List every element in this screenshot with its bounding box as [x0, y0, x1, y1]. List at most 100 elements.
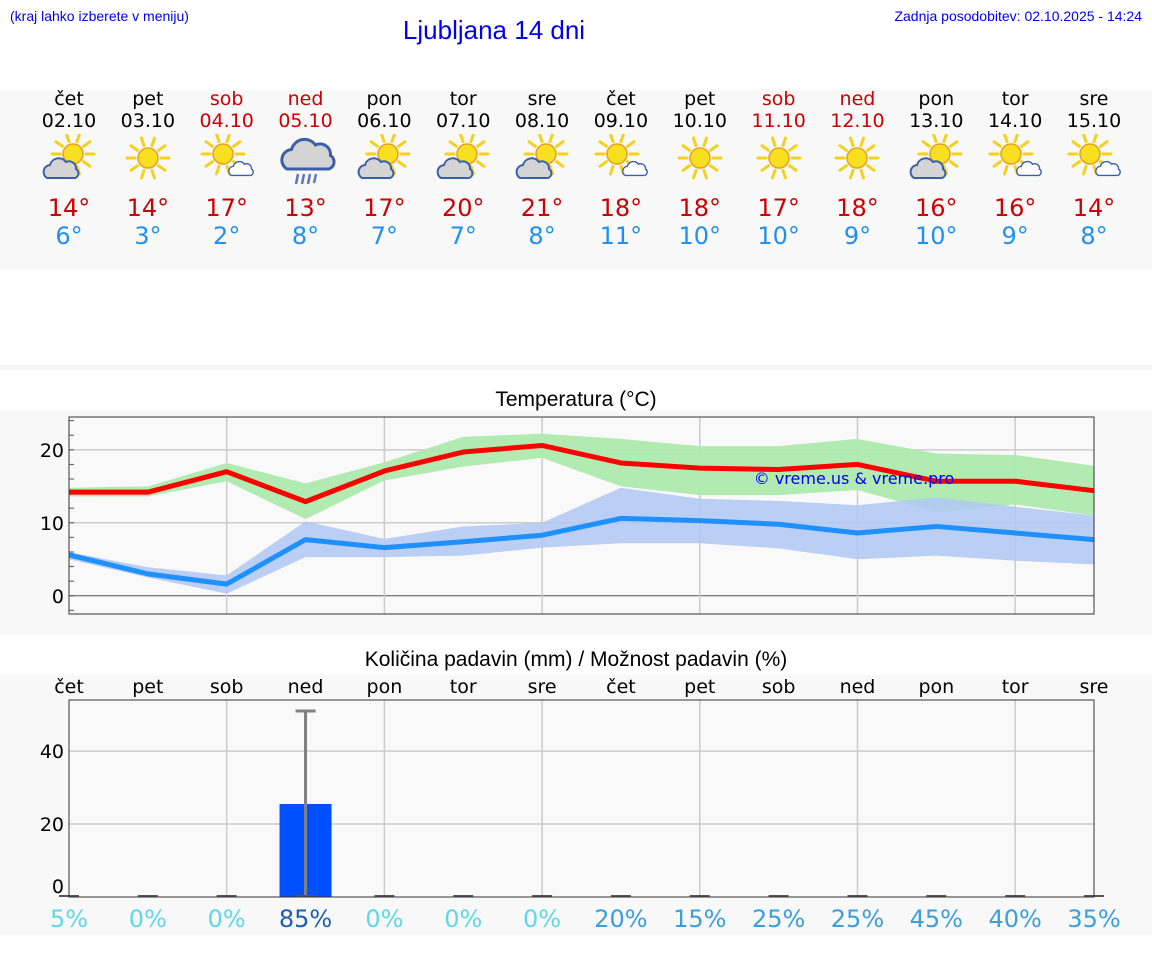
day-date: 09.10	[593, 110, 649, 132]
min-temp: 8°	[528, 222, 556, 250]
min-temp-line	[68, 515, 1095, 587]
min-temp: 6°	[55, 222, 83, 250]
watermark: © vreme.us & vreme.pro	[754, 469, 955, 488]
last-updated: Zadnja posodobitev: 02.10.2025 - 14:24	[894, 8, 1142, 24]
day-name: čet	[54, 88, 84, 110]
max-temp: 16°	[915, 194, 958, 222]
day-date: 06.10	[357, 110, 412, 132]
day-name: tor	[449, 88, 477, 110]
max-temp: 18°	[599, 194, 643, 222]
min-temp: 9°	[843, 222, 872, 250]
max-temp: 18°	[678, 194, 722, 222]
day-date: 13.10	[909, 110, 964, 132]
sun-icon	[125, 136, 171, 180]
min-temp: 10°	[915, 222, 958, 250]
max-temp: 13°	[284, 194, 327, 222]
day-column: sob 11.10 17° 10°	[740, 88, 818, 250]
sun-icon	[834, 136, 880, 180]
day-name: čet	[606, 88, 636, 110]
min-temp: 7°	[370, 222, 399, 250]
max-temp: 14°	[126, 194, 170, 222]
page-title: Ljubljana 14 dni	[402, 15, 586, 45]
temperature-chart-title: Temperatura (°C)	[495, 388, 657, 411]
day-column: pon 13.10 16° 10°	[897, 88, 975, 250]
day-column: pet 03.10 14° 3°	[109, 88, 187, 250]
max-temp: 17°	[363, 194, 406, 222]
min-temp: 8°	[291, 222, 320, 250]
day-date: 11.10	[751, 110, 806, 132]
day-name: pet	[132, 88, 164, 110]
max-temp: 18°	[836, 194, 879, 222]
partly-cloudy-icon	[909, 134, 963, 179]
day-name: ned	[839, 88, 876, 110]
day-date: 14.10	[987, 110, 1043, 132]
day-name: sob	[761, 88, 796, 110]
location-menu-hint[interactable]: (kraj lahko izberete v meniju)	[10, 8, 189, 24]
day-column: ned 05.10 13° 8°	[267, 88, 345, 250]
forecast-strip	[0, 90, 1152, 270]
max-temp: 20°	[441, 194, 485, 222]
max-temp: 14°	[47, 194, 91, 222]
min-temp: 2°	[213, 222, 241, 250]
min-temp: 10°	[678, 222, 722, 250]
max-temp: 17°	[757, 194, 800, 222]
day-column: čet 09.10 18° 11°	[582, 88, 660, 250]
divider	[0, 365, 1152, 370]
day-column: sob 04.10 17° 2°	[188, 88, 266, 250]
min-temp: 7°	[449, 222, 477, 250]
min-temp: 8°	[1080, 222, 1108, 250]
plot-frame	[68, 416, 1095, 615]
day-name: tor	[1001, 88, 1029, 110]
day-date: 08.10	[514, 110, 570, 132]
day-date: 03.10	[120, 110, 176, 132]
day-column: pon 06.10 17° 7°	[345, 88, 423, 250]
day-date: 10.10	[672, 110, 727, 132]
max-temp: 21°	[520, 194, 564, 222]
day-date: 02.10	[41, 110, 97, 132]
day-name: pet	[684, 88, 716, 110]
partly-cloudy-icon	[357, 134, 411, 179]
day-name: ned	[287, 88, 324, 110]
day-name: sre	[1079, 88, 1109, 110]
max-temp-line	[69, 442, 1095, 505]
max-temp: 16°	[993, 194, 1037, 222]
min-temp-band	[69, 487, 1094, 594]
day-date: 12.10	[830, 110, 885, 132]
partly-cloudy-icon	[42, 134, 96, 179]
day-name: pon	[366, 88, 403, 110]
sun-small-cloud-icon	[988, 134, 1042, 177]
max-temp: 14°	[1072, 194, 1116, 222]
sun-small-cloud-icon	[200, 134, 254, 177]
sun-icon	[756, 136, 802, 180]
max-temp: 17°	[205, 194, 248, 222]
day-column: tor 07.10 20° 7°	[424, 88, 502, 250]
partly-cloudy-icon	[515, 134, 569, 179]
min-temp: 10°	[757, 222, 800, 250]
day-date: 05.10	[278, 110, 333, 132]
sun-icon	[677, 136, 723, 180]
day-name: sre	[527, 88, 557, 110]
partly-cloudy-icon	[436, 134, 490, 179]
min-temp: 11°	[599, 222, 643, 250]
day-name: sob	[209, 88, 244, 110]
min-temp: 9°	[1001, 222, 1029, 250]
day-column: pet 10.10 18° 10°	[661, 88, 739, 250]
y-tick-label: 0	[52, 586, 64, 608]
day-column: ned 12.10 18° 9°	[818, 88, 896, 250]
sun-small-cloud-icon	[594, 134, 648, 177]
day-column: sre 08.10 21° 8°	[503, 88, 581, 250]
day-column: sre 15.10 14° 8°	[1055, 88, 1133, 250]
y-tick-label: 10	[40, 513, 64, 535]
day-date: 04.10	[199, 110, 254, 132]
day-date: 07.10	[436, 110, 491, 132]
y-tick-label: 20	[40, 440, 64, 462]
min-temp: 3°	[134, 222, 162, 250]
day-column: tor 14.10 16° 9°	[976, 88, 1054, 250]
day-date: 15.10	[1066, 110, 1122, 132]
rain-cloud-icon	[279, 137, 336, 185]
day-name: pon	[918, 88, 955, 110]
day-column: čet 02.10 14° 6°	[30, 88, 108, 250]
sun-small-cloud-icon	[1067, 134, 1121, 177]
precipitation-chart-title: Količina padavin (mm) / Možnost padavin …	[364, 648, 788, 671]
